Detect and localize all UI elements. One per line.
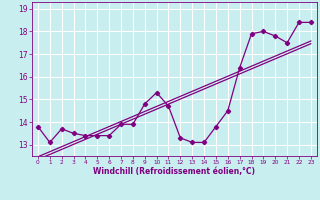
X-axis label: Windchill (Refroidissement éolien,°C): Windchill (Refroidissement éolien,°C) [93,167,255,176]
